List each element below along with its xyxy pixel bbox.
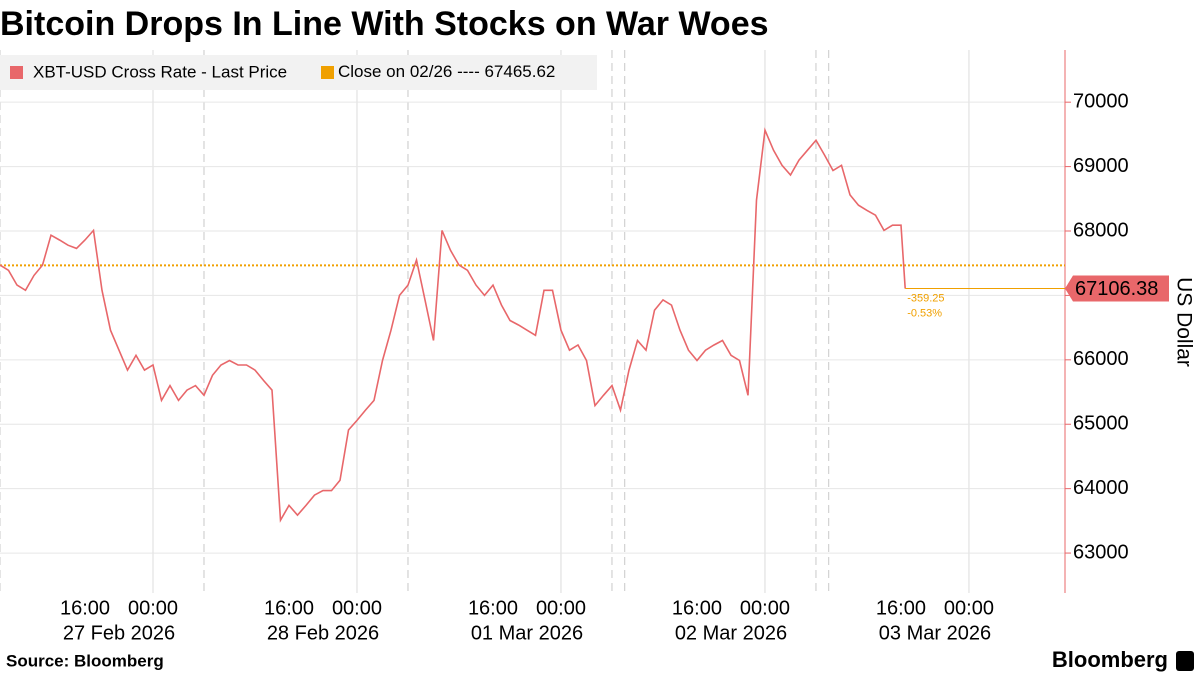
y-tick-label: 64000 [1073, 477, 1129, 499]
x-tick-label: 00:00 [332, 597, 382, 619]
x-day-label: 02 Mar 2026 [675, 622, 787, 644]
x-tick-label: 16:00 [876, 597, 926, 619]
x-tick-label: 16:00 [264, 597, 314, 619]
y-tick-label: 69000 [1073, 155, 1129, 177]
x-day-label: 27 Feb 2026 [63, 622, 175, 644]
x-tick-label: 16:00 [468, 597, 518, 619]
legend-box [0, 55, 597, 90]
y-axis-title: US Dollar [1172, 277, 1195, 367]
x-tick-label: 00:00 [128, 597, 178, 619]
x-tick-label: 16:00 [60, 597, 110, 619]
legend-swatch [321, 66, 334, 79]
legend-ref-label: Close on 02/26 ---- [338, 62, 480, 81]
legend-label: XBT-USD Cross Rate - Last Price [33, 62, 287, 81]
logo: Bloomberg [1052, 647, 1168, 672]
y-tick-label: 65000 [1073, 413, 1129, 435]
x-tick-label: 00:00 [740, 597, 790, 619]
y-tick-label: 66000 [1073, 348, 1129, 370]
x-tick-label: 00:00 [536, 597, 586, 619]
change-label: -359.25 [907, 292, 944, 304]
x-day-label: 01 Mar 2026 [471, 622, 583, 644]
chart-title: Bitcoin Drops In Line With Stocks on War… [0, 5, 769, 43]
legend-label: Close on 02/26 ---- 67465.62 [338, 62, 555, 81]
x-tick-label: 16:00 [672, 597, 722, 619]
price-line [0, 127, 906, 523]
legend-ref-value: 67465.62 [484, 62, 555, 81]
x-day-label: 28 Feb 2026 [267, 622, 379, 644]
last-value-label: 67106.38 [1075, 278, 1158, 300]
y-tick-label: 63000 [1073, 541, 1129, 563]
logo-icon [1176, 651, 1194, 671]
last-value-box [1065, 275, 1169, 302]
y-tick-label: 70000 [1073, 90, 1129, 112]
x-tick-label: 00:00 [944, 597, 994, 619]
change-pct-label: -0.53% [907, 307, 942, 319]
legend-swatch [10, 66, 23, 79]
source: Source: Bloomberg [6, 651, 164, 670]
x-day-label: 03 Mar 2026 [879, 622, 991, 644]
y-tick-label: 68000 [1073, 219, 1129, 241]
